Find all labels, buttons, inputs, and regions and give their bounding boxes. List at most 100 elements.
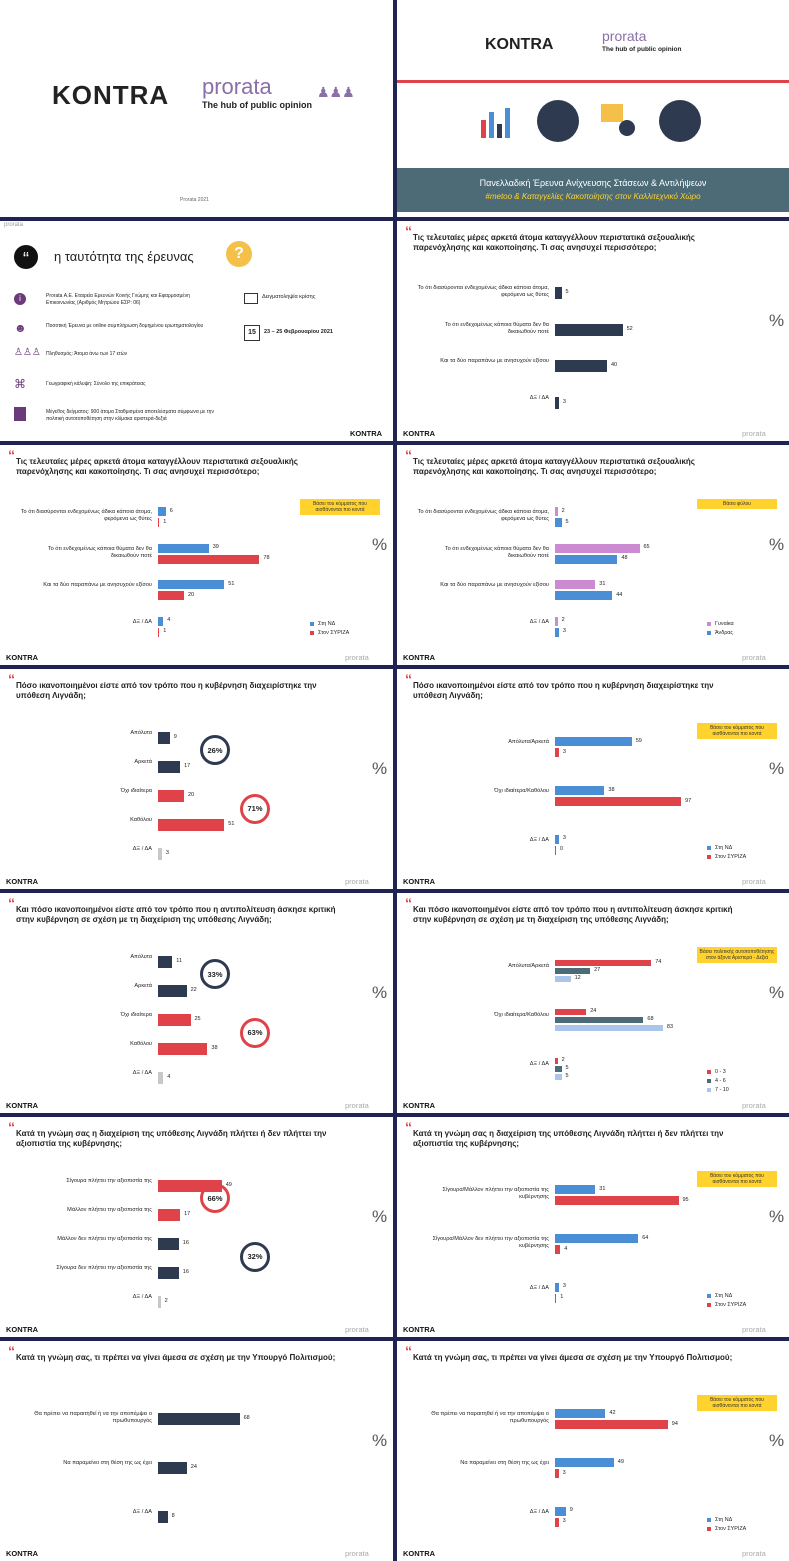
sample-icon [14,407,26,421]
megaphone-icon [659,100,701,142]
bar [158,1267,179,1280]
legend-label: Στον ΣΥΡΙΖΑ [715,1526,747,1532]
category-label: Θα πρέπει να παραιτηθεί ή να την αποπέμψ… [34,1411,152,1425]
category-label: Να παραμείνει στη θέση της ως έχει [63,1460,152,1466]
kontra-footer: KONTRA [403,1101,436,1110]
percent-sign: % [769,759,785,778]
category-label: ΔΞ / ΔΑ [132,1070,152,1077]
prorata-footer: prorata [742,1549,766,1558]
category-label: Καθόλου [130,1041,152,1048]
data-label: 65 [643,544,650,551]
data-label: 4 [564,1245,568,1252]
bar [555,1506,566,1516]
data-label: 42 [609,1409,616,1416]
category-label: Το ότι διασύρονται ενδεχομένως άδικα κάπ… [417,285,549,299]
legend-swatch [310,621,314,626]
bar [158,760,181,773]
bar [555,1458,614,1467]
bar [158,848,162,861]
legend-item: 4 - 6 [707,1078,726,1084]
slide-s6: “Τις τελευταίες μέρες αρκετά άτομα καταγ… [397,445,789,665]
prorata-footer: prorata [742,877,766,886]
total-circle: 33% [200,959,230,990]
data-label: 64 [642,1234,649,1241]
data-label: 3 [562,398,566,405]
data-label: 11 [176,957,183,964]
kontra-footer: KONTRA [403,1325,436,1334]
category-label: Μάλλον πλήττει την αξιοπιστία της [67,1206,152,1213]
data-label: 74 [655,959,662,966]
data-label: 2 [561,507,565,514]
bar [555,1196,679,1206]
legend-label: Στον ΣΥΡΙΖΑ [318,630,350,636]
data-label: 3 [562,1469,566,1476]
category-label: Σίγουρα πλήττει την αξιοπιστία της [66,1177,152,1184]
bar [555,591,613,601]
chart-title: Και πόσο ικανοποιημένοι είστε από τον τρ… [16,905,336,924]
legend-item: 7 - 10 [707,1087,729,1093]
category-label: Απόλυτα [130,729,152,736]
data-label: 94 [671,1420,678,1427]
percent-sign: % [372,983,388,1002]
category-label: Και τα δύο παραπάνω με ανησυχούν εξίσου [440,582,549,589]
bar [555,580,596,590]
legend-swatch [707,1078,711,1083]
bar [555,507,558,517]
data-label: 49 [617,1458,624,1465]
legend-label: Στη ΝΔ [715,1517,733,1523]
total-circle: 63% [240,1017,270,1048]
percent-sign: % [769,535,785,554]
bar [555,976,571,983]
chart-note: Βάσει πολιτικής αυτοτοποθέτησης στον άξο… [697,947,777,963]
category-label: Το ότι ενδεχομένως κάποια θύματα δεν θα … [444,321,549,335]
data-label: 1 [163,628,167,635]
chart-note: Βάσει του κόμματος που αισθάνονται πιο κ… [697,1171,777,1187]
data-label: 5 [565,1064,569,1071]
legend-label: Στη ΝΔ [318,621,336,627]
category-label: Σίγουρα δεν πλήττει την αξιοπιστία της [56,1265,152,1272]
data-label: 3 [562,748,566,755]
legend-item: Στη ΝΔ [707,1517,732,1523]
slide-s12: “Κατά τη γνώμη σας η διαχείριση της υπόθ… [397,1117,789,1337]
legend-item: Στον ΣΥΡΙΖΑ [310,630,349,636]
legend-item: Στη ΝΔ [707,1293,732,1299]
kontra-footer: KONTRA [6,1325,39,1334]
data-label: 9 [173,733,177,740]
red-divider [397,80,789,83]
prorata-logo: prorata [202,74,272,99]
bar [158,1072,164,1085]
bar [158,543,209,553]
prorata-tagline: The hub of public opinion [602,46,682,53]
map-icon: ⌘ [14,377,26,391]
kontra-footer: KONTRA [6,653,39,662]
category-label: ΔΞ / ΔΑ [529,836,549,843]
legend-label: 0 - 3 [715,1069,726,1075]
data-label: 22 [190,986,197,993]
category-label: ΔΞ / ΔΑ [529,1060,549,1067]
bar [555,748,559,758]
quote-mark-icon: “ [405,1119,412,1135]
category-label: Θα πρέπει να παραιτηθεί ή να την αποπέμψ… [431,1411,549,1425]
data-label: 49 [225,1181,232,1188]
identity-item: Πληθυσμός: Άτομα άνω των 17 ετών [46,351,128,357]
category-label: Απόλυτα [130,953,152,960]
data-label: 17 [184,762,191,769]
prorata-footer: prorata [345,1101,369,1110]
legend-swatch [707,845,711,850]
legend-label: 4 - 6 [715,1078,726,1084]
legend-swatch [707,630,711,635]
population-icon: ♙♙♙ [14,347,41,358]
bar [555,1185,596,1195]
prorata-tagline: The hub of public opinion [202,100,312,110]
bar [555,1282,559,1292]
category-label: Αρκετά [134,982,152,989]
quote-icon: “ [14,245,38,269]
data-label: 27 [594,967,601,974]
identity-item: Prorata Α.Ε. Εταιρεία Ερευνών Κοινής Γνώ… [46,293,190,306]
legend-label: Γυναίκα [715,621,734,627]
prorata-footer: prorata [345,653,369,662]
data-label: 40 [611,362,618,369]
quote-mark-icon: “ [405,223,412,239]
data-label: 5 [565,1072,569,1079]
category-label: Όχι ιδιαίτερα [120,1012,152,1018]
